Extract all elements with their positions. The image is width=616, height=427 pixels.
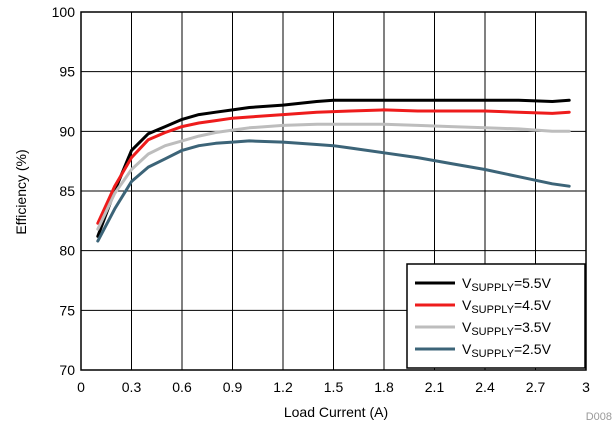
legend-label-1: VSUPPLY=4.5V — [462, 297, 552, 316]
x-tick-label: 1.2 — [273, 379, 293, 395]
y-tick-label: 85 — [59, 183, 75, 199]
x-tick-label: 3 — [582, 379, 590, 395]
x-tick-label: 1.8 — [374, 379, 394, 395]
x-tick-label: 2.4 — [475, 379, 495, 395]
x-tick-label: 2.1 — [425, 379, 445, 395]
x-axis-title: Load Current (A) — [284, 404, 388, 420]
legend-label-3: VSUPPLY=2.5V — [462, 341, 552, 360]
y-tick-label: 95 — [59, 64, 75, 80]
x-tick-labels: 0 0.3 0.6 0.9 1.2 1.5 1.8 2.1 2.4 2.7 3 — [77, 379, 590, 395]
figure-id: D008 — [586, 411, 612, 423]
series-line-3 — [96, 139, 571, 243]
x-tick-label: 0.9 — [223, 379, 243, 395]
y-tick-label: 100 — [52, 4, 76, 20]
legend-label-0: VSUPPLY=5.5V — [462, 275, 552, 294]
y-tick-label: 75 — [59, 302, 75, 318]
y-tick-labels: 70 75 80 85 90 95 100 — [52, 4, 76, 378]
grid-lines — [81, 12, 586, 370]
series-line-2 — [96, 122, 571, 231]
x-tick-label: 1.5 — [324, 379, 344, 395]
x-tick-label: 0.6 — [172, 379, 192, 395]
y-tick-label: 80 — [59, 243, 75, 259]
series-line-1 — [96, 108, 571, 225]
legend: VSUPPLY=5.5V VSUPPLY=4.5V VSUPPLY=3.5V VSUP… — [406, 263, 586, 369]
series-line-0 — [96, 98, 571, 238]
legend-label-2: VSUPPLY=3.5V — [462, 319, 552, 338]
x-tick-label: 2.7 — [526, 379, 546, 395]
y-tick-label: 70 — [59, 362, 75, 378]
x-tick-label: 0 — [77, 379, 85, 395]
y-tick-label: 90 — [59, 123, 75, 139]
series-lines — [96, 98, 571, 243]
legend-box — [406, 263, 586, 369]
y-axis-title: Efficiency (%) — [13, 149, 29, 234]
x-tick-label: 0.3 — [122, 379, 142, 395]
plot-frame — [80, 11, 587, 371]
